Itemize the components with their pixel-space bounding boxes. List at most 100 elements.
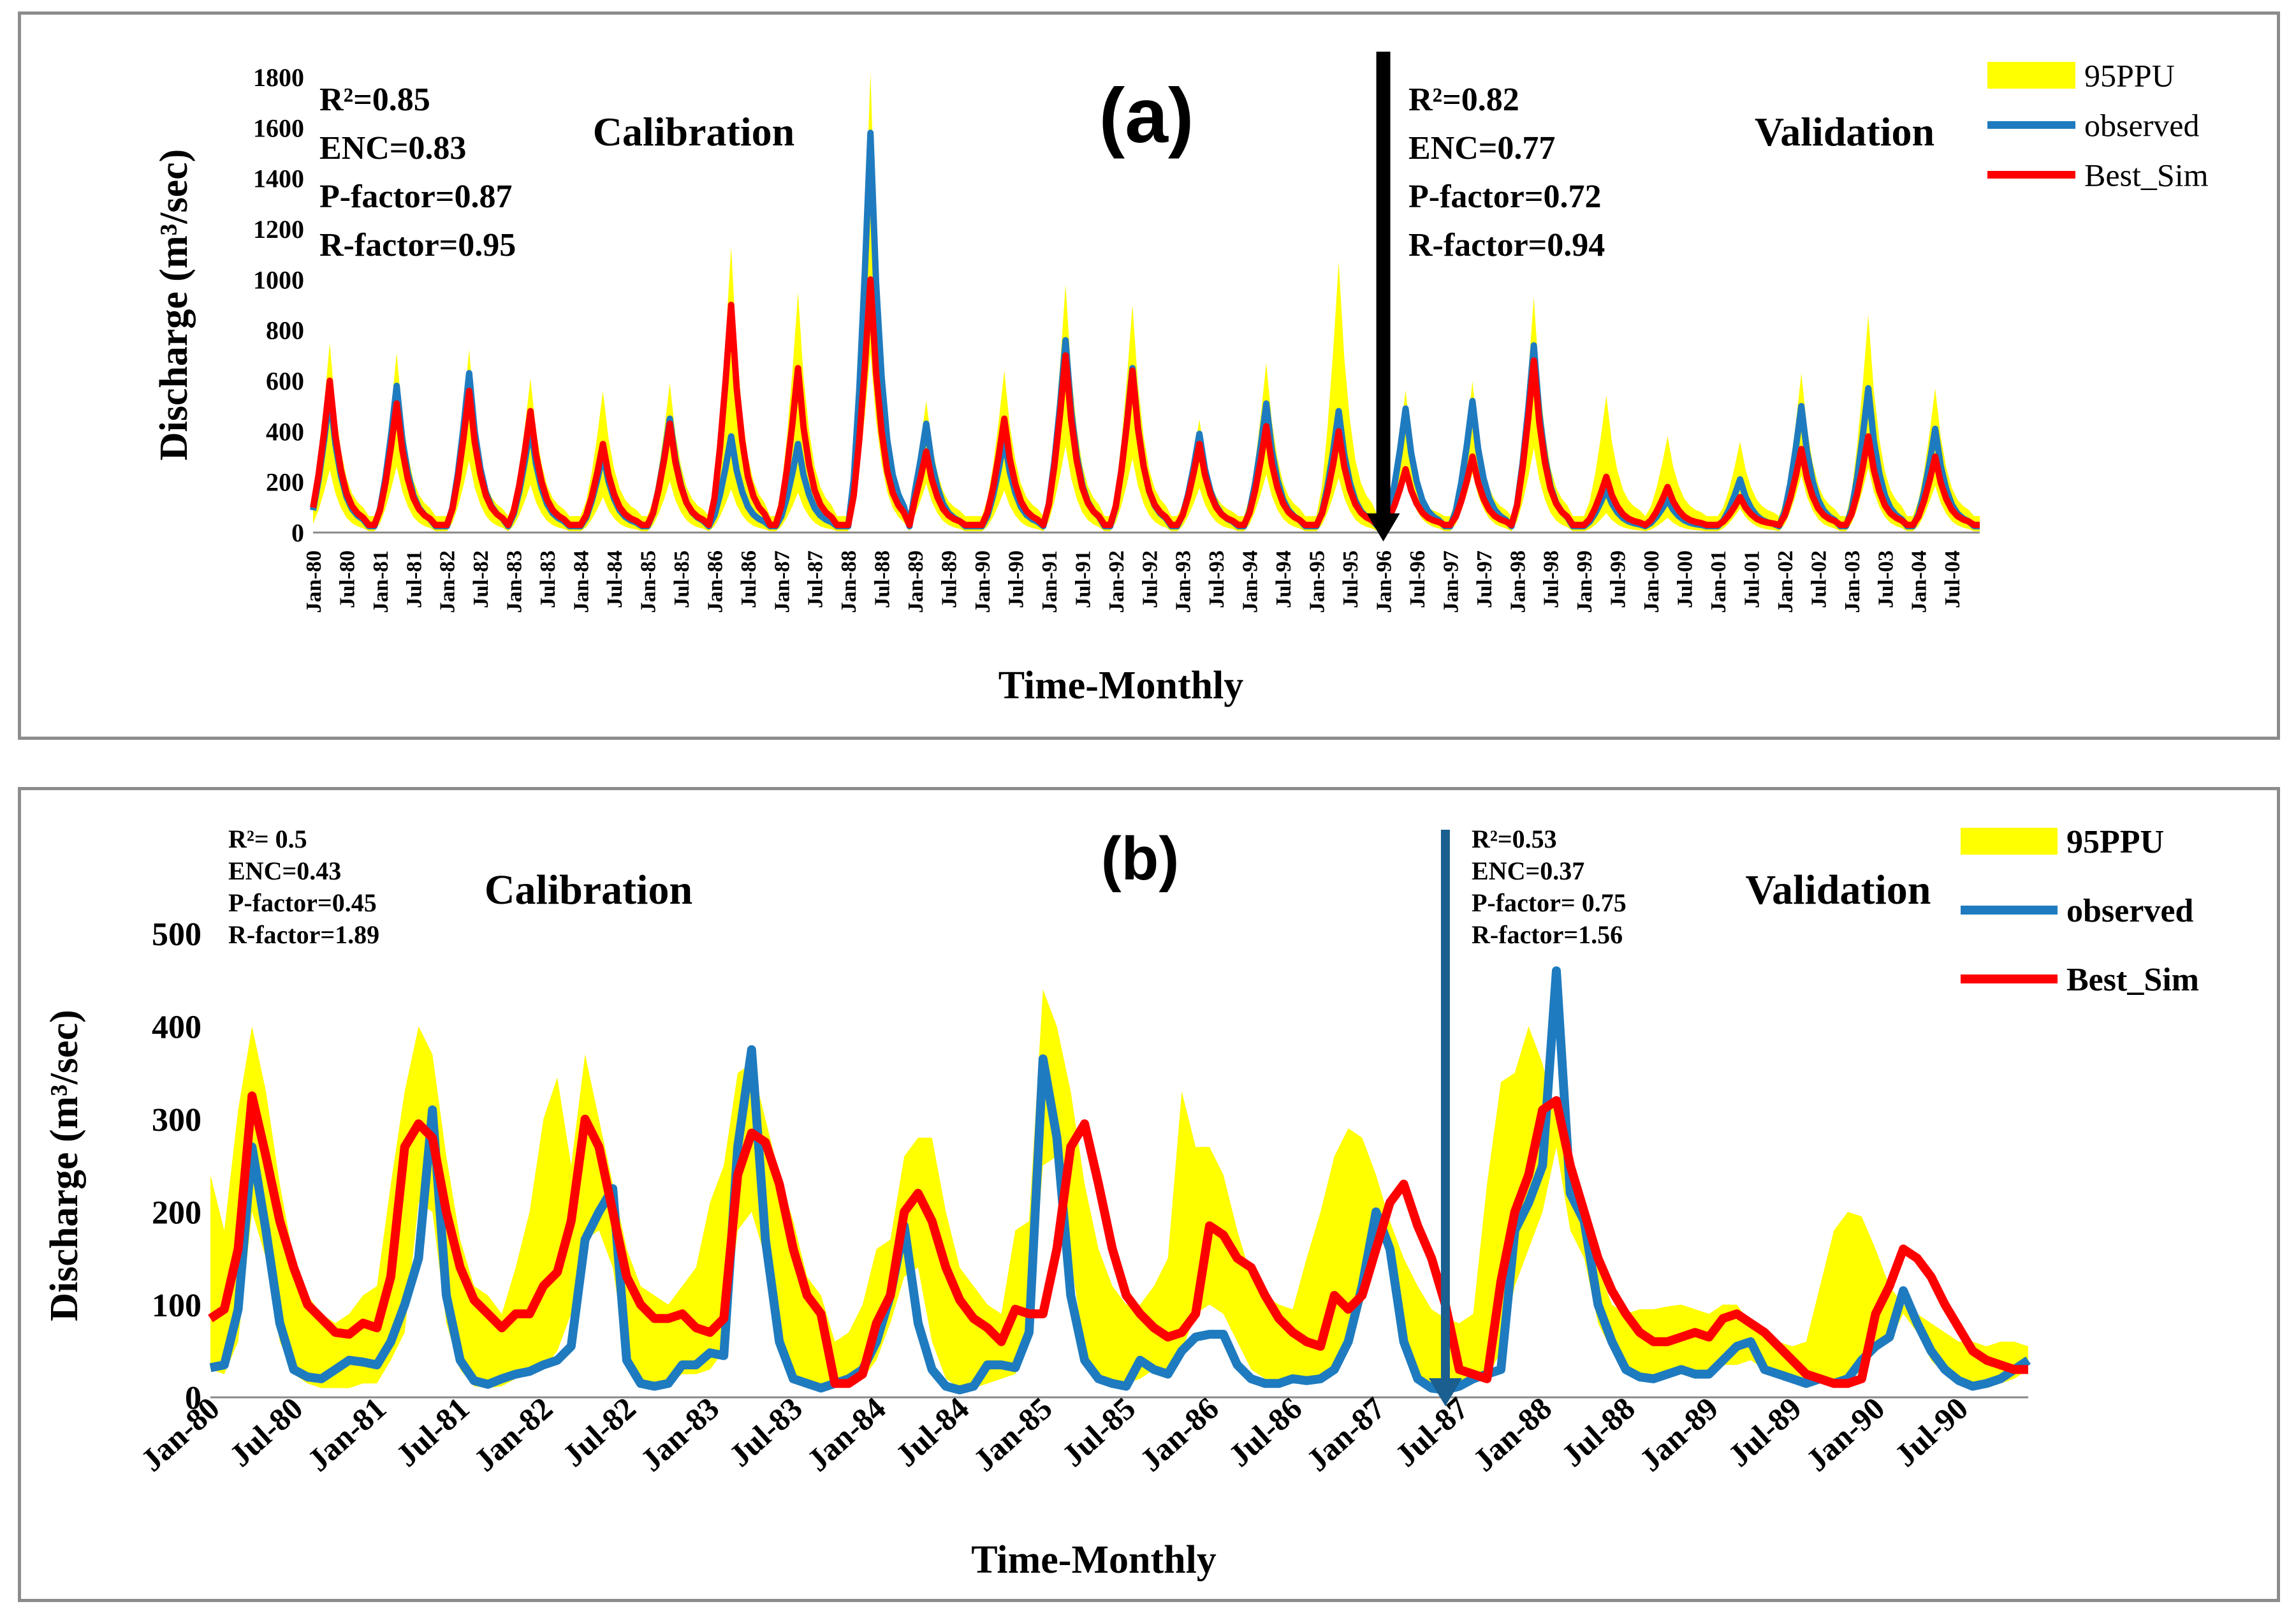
observed-line-b bbox=[209, 966, 2031, 1395]
validation-stat-b-3: R-factor=1.56 bbox=[1472, 920, 1623, 949]
x-tick-label-a-32: Jan-96 bbox=[1372, 550, 1396, 613]
y-tick-label-a-8: 1600 bbox=[253, 114, 304, 142]
x-tick-label-a-11: Jul-85 bbox=[670, 550, 694, 608]
calibration-stat-a-2: P-factor=0.87 bbox=[319, 179, 513, 215]
x-tick-label-b-1: Jul-80 bbox=[223, 1390, 310, 1474]
y-tick-label-a-1: 200 bbox=[266, 468, 304, 497]
split-arrow-head-a bbox=[1366, 513, 1400, 541]
panel-a: 0 200 400 600 800 1000 1200 1400 1600 1800 Jan-80 J… bbox=[18, 11, 2280, 740]
y-tick-label-b-3: 300 bbox=[152, 1102, 201, 1138]
y-tick-label-a-2: 400 bbox=[266, 417, 304, 446]
x-tick-label-a-23: Jul-91 bbox=[1071, 550, 1095, 608]
x-tick-label-a-33: Jul-96 bbox=[1406, 550, 1430, 608]
x-tick-label-a-34: Jan-97 bbox=[1439, 550, 1463, 613]
calibration-label-b: Calibration bbox=[485, 867, 692, 913]
x-tick-label-a-31: Jul-95 bbox=[1339, 550, 1363, 608]
x-tick-label-b-4: Jan-82 bbox=[467, 1390, 559, 1478]
x-tick-label-a-0: Jan-80 bbox=[302, 550, 326, 613]
x-tick-label-a-14: Jan-87 bbox=[770, 550, 794, 613]
x-tick-label-a-37: Jul-98 bbox=[1540, 550, 1563, 608]
x-tick-label-a-29: Jul-94 bbox=[1272, 550, 1296, 608]
y-tick-label-b-0: 0 bbox=[185, 1380, 201, 1416]
x-tick-label-a-48: Jan-04 bbox=[1908, 550, 1931, 613]
x-tick-label-a-41: Jul-00 bbox=[1674, 550, 1697, 608]
x-tick-label-a-25: Jul-92 bbox=[1138, 550, 1162, 608]
y-axis-title-a: Discharge (m³/sec) bbox=[152, 149, 196, 461]
x-tick-label-a-44: Jan-02 bbox=[1774, 550, 1797, 613]
split-arrow-head-b bbox=[1428, 1378, 1462, 1406]
legend-label-observed-b: observed bbox=[2066, 893, 2193, 929]
validation-stat-b-2: P-factor= 0.75 bbox=[1472, 888, 1627, 917]
legend-swatch-ppu-a bbox=[1987, 62, 2075, 89]
x-tick-label-b-3: Jul-81 bbox=[389, 1390, 476, 1474]
legend-label-observed-a: observed bbox=[2084, 108, 2200, 143]
y-tick-label-a-3: 600 bbox=[266, 367, 304, 395]
validation-stat-a-2: P-factor=0.72 bbox=[1408, 179, 1602, 215]
calibration-stat-a-3: R-factor=0.95 bbox=[319, 227, 516, 263]
legend-label-ppu-a: 95PPU bbox=[2084, 58, 2175, 94]
x-tick-label-a-19: Jul-89 bbox=[938, 550, 962, 608]
legend-label-ppu-b: 95PPU bbox=[2066, 824, 2164, 860]
x-tick-label-a-26: Jan-93 bbox=[1172, 550, 1196, 613]
panel-label-a: (a) bbox=[1099, 72, 1194, 159]
x-axis-title-b: Time-Monthly bbox=[971, 1538, 1217, 1582]
calibration-stat-b-1: ENC=0.43 bbox=[228, 857, 341, 885]
calibration-stat-b-2: P-factor=0.45 bbox=[228, 888, 377, 917]
x-tick-label-a-46: Jan-03 bbox=[1841, 550, 1864, 613]
validation-stat-a-3: R-factor=0.94 bbox=[1408, 227, 1605, 263]
x-tick-label-a-5: Jul-82 bbox=[469, 550, 493, 608]
y-tick-label-b-2: 200 bbox=[152, 1195, 201, 1231]
x-tick-label-a-24: Jan-92 bbox=[1105, 550, 1129, 613]
x-tick-label-a-20: Jan-90 bbox=[971, 550, 995, 613]
validation-label-a: Validation bbox=[1755, 109, 1934, 154]
calibration-stat-b-3: R-factor=1.89 bbox=[228, 920, 379, 949]
x-tick-label-b-10: Jan-85 bbox=[967, 1390, 1059, 1478]
x-tick-label-a-38: Jan-99 bbox=[1573, 550, 1597, 613]
best-sim-line-a bbox=[310, 276, 1980, 529]
x-tick-label-a-8: Jan-84 bbox=[570, 550, 594, 613]
x-tick-label-a-1: Jul-80 bbox=[335, 550, 359, 608]
x-tick-label-b-16: Jan-88 bbox=[1466, 1390, 1558, 1478]
x-tick-label-b-20: Jan-90 bbox=[1799, 1390, 1892, 1478]
x-tick-label-a-47: Jul-03 bbox=[1874, 550, 1897, 608]
x-tick-label-b-8: Jan-84 bbox=[800, 1390, 893, 1478]
x-tick-label-a-13: Jul-86 bbox=[737, 550, 761, 608]
x-tick-label-b-13: Jul-86 bbox=[1222, 1390, 1309, 1474]
x-tick-label-b-19: Jul-89 bbox=[1721, 1390, 1808, 1474]
y-tick-label-b-1: 100 bbox=[152, 1288, 201, 1324]
panel-b: 0 100 200 300 400 500 Jan-80 Jul-80 Jan-81 Jul-81… bbox=[18, 787, 2280, 1602]
x-tick-label-a-28: Jan-94 bbox=[1239, 550, 1262, 613]
x-tick-label-a-3: Jul-81 bbox=[402, 550, 426, 608]
x-tick-label-b-18: Jan-89 bbox=[1632, 1390, 1725, 1478]
calibration-stat-a-0: R²=0.85 bbox=[319, 82, 430, 118]
x-tick-label-a-49: Jul-04 bbox=[1941, 550, 1964, 608]
calibration-stat-b-0: R²= 0.5 bbox=[228, 825, 307, 853]
x-tick-label-b-2: Jan-81 bbox=[300, 1390, 393, 1478]
x-tick-label-a-9: Jul-84 bbox=[603, 550, 627, 608]
x-tick-label-a-10: Jan-85 bbox=[636, 550, 660, 613]
y-tick-label-a-7: 1400 bbox=[253, 165, 304, 193]
x-tick-label-b-11: Jul-85 bbox=[1055, 1390, 1143, 1474]
x-tick-label-b-17: Jul-88 bbox=[1554, 1390, 1642, 1474]
x-tick-label-a-45: Jul-02 bbox=[1807, 550, 1831, 608]
x-tick-label-a-15: Jul-87 bbox=[804, 550, 828, 608]
validation-stat-b-0: R²=0.53 bbox=[1472, 825, 1557, 853]
x-tick-label-a-27: Jul-93 bbox=[1205, 550, 1229, 608]
x-tick-label-a-16: Jan-88 bbox=[837, 550, 861, 613]
x-tick-label-a-39: Jul-99 bbox=[1607, 550, 1630, 608]
x-tick-label-a-35: Jul-97 bbox=[1473, 550, 1496, 608]
x-tick-label-b-0: Jan-80 bbox=[134, 1390, 226, 1478]
legend-label-best-sim-a: Best_Sim bbox=[2084, 158, 2209, 193]
legend-swatch-ppu-b bbox=[1961, 828, 2058, 855]
x-axis-title-a: Time-Monthly bbox=[998, 664, 1244, 707]
x-tick-label-a-21: Jul-90 bbox=[1004, 550, 1028, 608]
x-tick-label-a-40: Jan-00 bbox=[1640, 550, 1664, 613]
validation-stat-a-1: ENC=0.77 bbox=[1408, 130, 1555, 166]
x-tick-label-a-7: Jul-83 bbox=[536, 550, 560, 608]
x-tick-label-a-30: Jan-95 bbox=[1306, 550, 1329, 613]
x-tick-label-b-12: Jan-86 bbox=[1133, 1390, 1225, 1478]
y-tick-label-a-9: 1800 bbox=[253, 63, 304, 92]
validation-stat-a-0: R²=0.82 bbox=[1408, 82, 1519, 118]
x-tick-label-b-7: Jul-83 bbox=[722, 1390, 809, 1474]
x-tick-label-a-36: Jan-98 bbox=[1506, 550, 1530, 613]
